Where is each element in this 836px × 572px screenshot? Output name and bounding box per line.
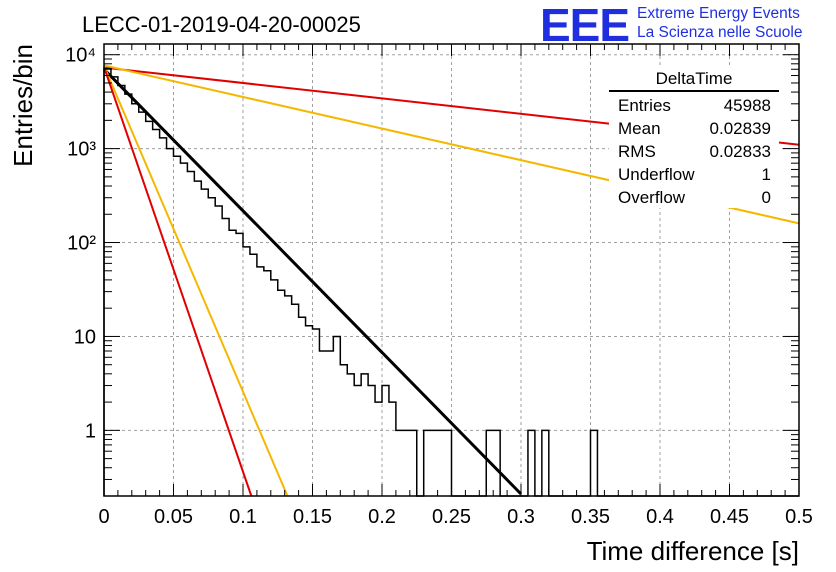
x-tick-label: 0.5 bbox=[785, 506, 813, 528]
stats-row-rms: RMS 0.02833 bbox=[609, 140, 779, 163]
stats-label: RMS bbox=[618, 142, 656, 161]
y-tick-label: 10² bbox=[67, 233, 96, 255]
x-tick-label: 0.1 bbox=[229, 506, 257, 528]
y-axis-label: Entries/bin bbox=[8, 44, 38, 167]
y-tick-label: 10⁴ bbox=[65, 45, 96, 67]
fit-line bbox=[103, 66, 253, 497]
stats-row-overflow: Overflow 0 bbox=[609, 186, 779, 209]
stats-title: DeltaTime bbox=[655, 69, 733, 88]
stats-title-rule bbox=[609, 90, 779, 92]
x-tick-label: 0.2 bbox=[368, 506, 396, 528]
x-tick-label: 0.35 bbox=[571, 506, 610, 528]
y-tick-label: 10 bbox=[74, 326, 96, 348]
x-tick-label: 0.25 bbox=[432, 506, 471, 528]
logo-line-2: La Scienza nelle Scuole bbox=[637, 24, 803, 41]
x-tick-label: 0.3 bbox=[507, 506, 535, 528]
stats-row-entries: Entries 45988 bbox=[609, 94, 779, 117]
fit-line bbox=[103, 65, 289, 497]
stats-label: Overflow bbox=[618, 188, 686, 207]
run-title: LECC-01-2019-04-20-00025 bbox=[82, 12, 361, 37]
x-axis-label: Time difference [s] bbox=[587, 536, 799, 566]
stats-row-underflow: Underflow 1 bbox=[609, 163, 779, 186]
stats-value: 0.02833 bbox=[709, 142, 771, 161]
stats-label: Entries bbox=[618, 96, 671, 115]
y-tick-label: 10³ bbox=[67, 139, 96, 161]
x-tick-label: 0.15 bbox=[293, 506, 332, 528]
eee-logo-text: Extreme Energy Events La Scienza nelle S… bbox=[637, 4, 802, 42]
logo-line-1: Extreme Energy Events bbox=[637, 5, 800, 22]
x-tick-label: 0.45 bbox=[710, 506, 749, 528]
stats-label: Underflow bbox=[618, 165, 695, 184]
stats-label: Mean bbox=[618, 119, 661, 138]
x-tick-label: 0 bbox=[98, 506, 109, 528]
stats-value: 45988 bbox=[723, 96, 771, 115]
stats-value: 1 bbox=[761, 165, 771, 184]
x-tick-label: 0.4 bbox=[646, 506, 674, 528]
stats-value: 0 bbox=[761, 188, 771, 207]
y-tick-label: 1 bbox=[85, 420, 96, 442]
stats-box: DeltaTime Entries 45988 Mean 0.02839 RMS… bbox=[609, 68, 779, 208]
stats-row-mean: Mean 0.02839 bbox=[609, 117, 779, 140]
stats-value: 0.02839 bbox=[709, 119, 771, 138]
eee-logo: EEE bbox=[540, 0, 630, 51]
x-tick-label: 0.05 bbox=[154, 506, 193, 528]
fit-line bbox=[102, 68, 523, 496]
